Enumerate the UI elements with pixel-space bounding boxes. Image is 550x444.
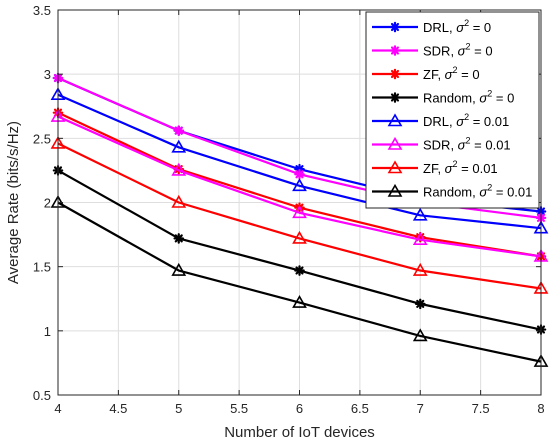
y-tick-label: 2.5	[33, 131, 51, 146]
data-point	[294, 168, 305, 180]
legend-swatch-marker	[387, 136, 403, 150]
x-tick-label: 5	[175, 401, 182, 416]
legend-item: ZF, σ2 = 0	[372, 65, 480, 82]
x-tick-label: 7	[417, 401, 424, 416]
y-tick-label: 0.5	[33, 388, 51, 403]
data-point	[412, 328, 428, 342]
legend-label: SDR, σ2 = 0	[423, 42, 493, 59]
x-tick-label: 4.5	[109, 401, 127, 416]
y-axis-label: Average Rate (bits/s/Hz)	[5, 121, 22, 284]
tick-layer: 4 4.5 5 5.5 6 6.5 7 7.5 8 0.5 1 1.5 2 2.5 3 3.5	[33, 3, 545, 416]
x-tick-label: 6.5	[351, 401, 369, 416]
x-axis-label: Number of IoT devices	[224, 424, 375, 441]
legend-box	[365, 11, 540, 209]
legend-item: DRL, σ2 = 0	[372, 18, 491, 35]
data-point	[171, 162, 187, 176]
series-6	[50, 108, 549, 262]
data-point	[412, 232, 428, 246]
legend-label: DRL, σ2 = 0.01	[423, 112, 509, 129]
legend-label: Random, σ2 = 0.01	[423, 183, 532, 200]
y-tick-label: 1	[44, 324, 51, 339]
legend-label: ZF, σ2 = 0	[423, 65, 480, 82]
legend-swatch-marker	[389, 68, 401, 80]
legend-swatch-marker	[387, 113, 403, 127]
data-point	[412, 262, 428, 276]
legend-item: Random, σ2 = 0	[372, 89, 514, 106]
y-tick-label: 2	[44, 196, 51, 211]
series-line	[57, 201, 542, 363]
legend-item: SDR, σ2 = 0	[372, 42, 493, 59]
x-tick-label: 6	[296, 401, 303, 416]
legend-swatch-marker	[389, 92, 401, 103]
series-line	[57, 115, 542, 258]
legend-label: SDR, σ2 = 0.01	[423, 136, 511, 153]
legend: DRL, σ2 = 0 SDR, σ2 = 0 ZF, σ2 = 0 Random, …	[365, 11, 540, 209]
data-point	[171, 194, 187, 208]
data-point	[171, 139, 187, 153]
legend-item: ZF, σ2 = 0.01	[372, 159, 498, 176]
x-tick-label: 7.5	[472, 401, 490, 416]
legend-item: DRL, σ2 = 0.01	[372, 112, 509, 129]
x-tick-label: 8	[537, 401, 544, 416]
x-tick-label: 5.5	[230, 401, 248, 416]
data-point	[414, 298, 426, 310]
data-point	[294, 265, 305, 276]
legend-swatch-marker	[389, 45, 401, 56]
legend-swatch-marker	[387, 160, 403, 174]
legend-item: Random, σ2 = 0.01	[372, 183, 532, 200]
legend-item: SDR, σ2 = 0.01	[372, 136, 511, 153]
data-point	[292, 294, 307, 308]
legend-label: ZF, σ2 = 0.01	[423, 159, 498, 176]
legend-label: DRL, σ2 = 0	[423, 18, 491, 35]
series-line	[57, 142, 542, 290]
y-tick-label: 1.5	[33, 260, 51, 275]
legend-swatch-marker	[389, 21, 401, 33]
series-line	[57, 93, 542, 230]
data-point	[412, 207, 428, 221]
legend-swatch-marker	[387, 183, 403, 197]
data-point	[173, 125, 185, 136]
x-tick-label: 4	[54, 401, 61, 416]
data-point	[292, 178, 307, 192]
data-point	[292, 205, 307, 219]
y-tick-label: 3	[44, 67, 51, 82]
data-point	[171, 262, 187, 276]
data-point	[292, 230, 307, 244]
legend-label: Random, σ2 = 0	[423, 89, 514, 106]
y-tick-label: 3.5	[33, 3, 51, 18]
data-point	[173, 233, 185, 244]
